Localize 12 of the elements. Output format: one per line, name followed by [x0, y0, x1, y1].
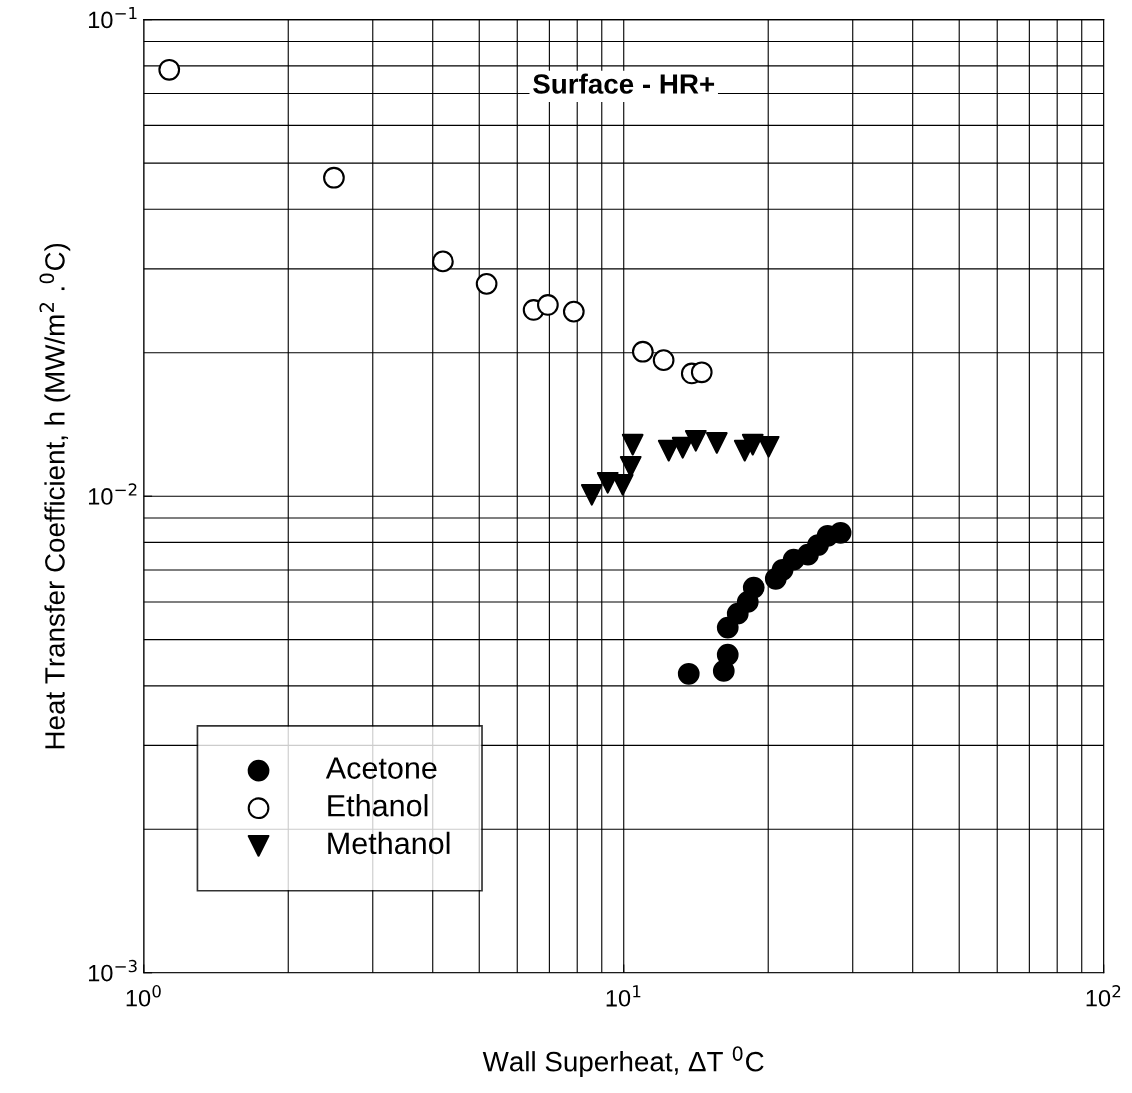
- x-axis-title: Wall Superheat, ΔT $^{0}$C: [482, 1046, 764, 1077]
- legend-label: Acetone: [325, 757, 437, 779]
- y-tick-label: 10$^{−2}$: [88, 483, 137, 505]
- x-tick-label: 10$^{1}$: [606, 985, 641, 1007]
- annotation: Surface - HR+: [533, 73, 715, 94]
- y-axis-title: Heat Transfer Coefficient, h (MW/m$^{2}$ .$^{0}$C): [39, 243, 71, 749]
- y-tick-label: 10$^{−1}$: [88, 6, 137, 29]
- legend-label: Methanol: [328, 831, 450, 855]
- x-tick-label: 10$^{0}$: [126, 985, 161, 1007]
- y-tick-label: 10$^{−3}$: [88, 959, 137, 982]
- legend-label: Ethanol: [328, 794, 428, 817]
- x-tick-label: 10$^{2}$: [1086, 985, 1121, 1007]
